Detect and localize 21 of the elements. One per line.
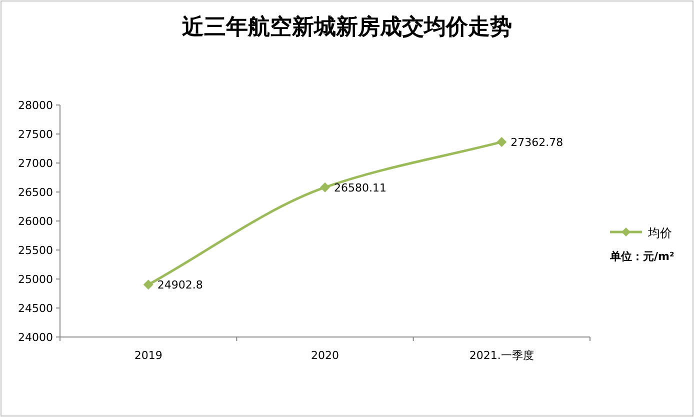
x-tick-label: 2020 [311, 349, 339, 362]
y-tick-label: 26500 [18, 186, 53, 199]
y-tick-label: 26000 [18, 215, 53, 228]
x-tick-label: 2021.一季度 [469, 349, 534, 362]
y-tick-label: 25000 [18, 273, 53, 286]
x-tick-label: 2019 [134, 349, 162, 362]
y-tick-label: 25500 [18, 244, 53, 257]
point [320, 182, 330, 192]
legend-label: 均价 [647, 226, 672, 240]
chart-title: 近三年航空新城新房成交均价走势 [181, 14, 512, 40]
data-label: 24902.8 [157, 278, 203, 292]
text: 单位：元/m² [609, 250, 674, 263]
y-tick-label: 24500 [18, 302, 53, 315]
data-label: 26580.11 [334, 181, 386, 194]
y-tick-label: 27500 [18, 128, 53, 141]
point [496, 136, 507, 147]
point [143, 280, 154, 290]
y-tick-label: 28000 [18, 99, 53, 112]
y-tick-label: 27000 [18, 157, 53, 170]
y-tick-label: 24000 [18, 331, 53, 344]
data-label: 27362.78 [510, 136, 564, 149]
